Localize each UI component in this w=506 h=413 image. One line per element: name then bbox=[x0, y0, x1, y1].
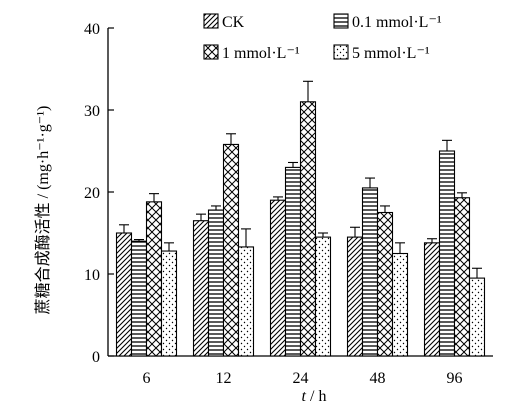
legend-swatch bbox=[333, 44, 349, 60]
y-tick-label: 30 bbox=[84, 103, 100, 120]
x-axis: 6 12 24 48 96 bbox=[108, 355, 493, 387]
bar bbox=[391, 252, 409, 357]
x-tick-label: 96 bbox=[447, 370, 463, 387]
bar bbox=[314, 236, 332, 357]
bar bbox=[145, 201, 163, 357]
bar bbox=[160, 250, 178, 357]
x-axis-label: t / h bbox=[302, 388, 327, 405]
x-tick-label: 12 bbox=[216, 370, 232, 387]
bar bbox=[269, 199, 287, 357]
bar bbox=[284, 166, 302, 357]
y-tick-label: 10 bbox=[84, 267, 100, 284]
bar bbox=[438, 150, 456, 357]
bars bbox=[115, 80, 486, 357]
y-axis: 0 10 20 30 40 bbox=[84, 21, 114, 366]
bar bbox=[130, 240, 148, 357]
x-tick-label: 24 bbox=[293, 370, 309, 387]
legend-label: CK bbox=[222, 14, 245, 31]
legend-label: 5 mmol·L⁻¹ bbox=[352, 45, 430, 62]
bar bbox=[222, 143, 240, 357]
bar bbox=[346, 236, 364, 357]
y-tick-label: 40 bbox=[84, 21, 100, 38]
legend: CK 0.1 mmol·L⁻¹ 1 mmol·L⁻¹ 5 mmol·L⁻¹ bbox=[203, 13, 442, 62]
x-tick-label: 48 bbox=[370, 370, 386, 387]
legend-swatch bbox=[203, 13, 219, 29]
y-tick-label: 0 bbox=[92, 349, 100, 366]
bar bbox=[115, 232, 133, 357]
legend-label: 1 mmol·L⁻¹ bbox=[222, 45, 300, 62]
x-axis-label-variable: t bbox=[302, 388, 307, 405]
y-tick-label: 20 bbox=[84, 185, 100, 202]
x-axis-label-unit: / h bbox=[306, 388, 326, 405]
bar bbox=[468, 277, 486, 357]
bar bbox=[207, 209, 225, 357]
x-tick-label: 6 bbox=[143, 370, 151, 387]
bar bbox=[453, 197, 471, 357]
bar bbox=[376, 211, 394, 357]
bar bbox=[237, 246, 255, 357]
legend-label: 0.1 mmol·L⁻¹ bbox=[352, 14, 442, 31]
bar bbox=[423, 242, 441, 357]
legend-swatch bbox=[333, 13, 349, 29]
bar bbox=[192, 220, 210, 357]
bar bbox=[361, 187, 379, 357]
bar bbox=[299, 101, 317, 357]
y-axis-label: 蔗糖合成酶活性 / (mg·h⁻¹·g⁻¹) bbox=[34, 106, 52, 315]
legend-swatch bbox=[203, 44, 219, 60]
